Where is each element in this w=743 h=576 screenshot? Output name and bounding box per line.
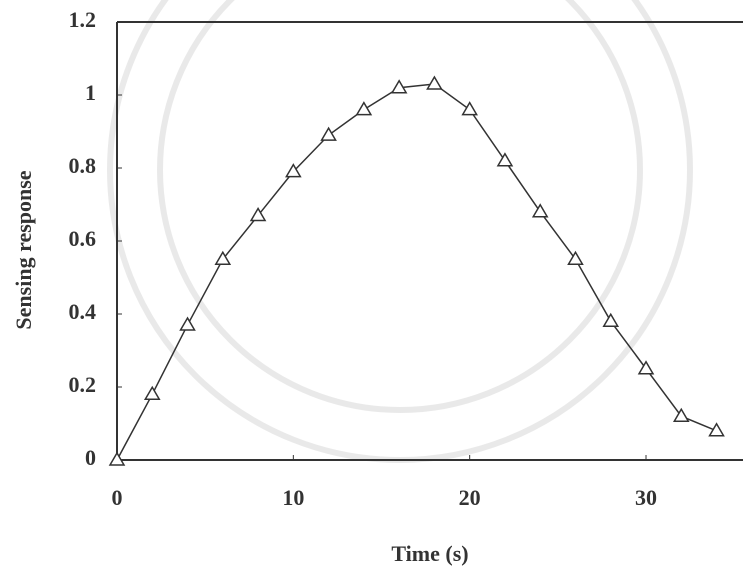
marker: [463, 103, 477, 115]
marker: [710, 424, 724, 436]
x-tick-label: 20: [459, 485, 481, 510]
y-tick-label: 1: [85, 80, 96, 105]
y-tick-label: 0.8: [69, 153, 97, 178]
marker: [533, 205, 547, 217]
marker: [427, 77, 441, 89]
chart: Time (s) Sensing response 0 0.2 0.4 0.6 0.8 1…: [0, 0, 743, 576]
marker: [639, 362, 653, 374]
y-tick-label: 0.6: [69, 226, 97, 251]
y-tick-label: 0.4: [69, 299, 97, 324]
watermark: [110, 0, 690, 460]
x-tick-label: 10: [282, 485, 304, 510]
y-tick-label: 0.2: [69, 372, 97, 397]
marker: [568, 252, 582, 264]
marker: [357, 103, 371, 115]
x-tick-label: 30: [635, 485, 657, 510]
y-axis-label: Sensing response: [11, 170, 36, 329]
marker: [145, 387, 159, 399]
x-axis-label: Time (s): [391, 541, 468, 566]
y-tick-label: 0: [85, 445, 96, 470]
x-tick-label: 0: [112, 485, 123, 510]
y-tick-label: 1.2: [69, 7, 97, 32]
marker: [498, 154, 512, 166]
line: [117, 84, 717, 460]
marker: [604, 314, 618, 326]
marker: [674, 409, 688, 421]
marker: [181, 318, 195, 330]
marker: [322, 128, 336, 140]
